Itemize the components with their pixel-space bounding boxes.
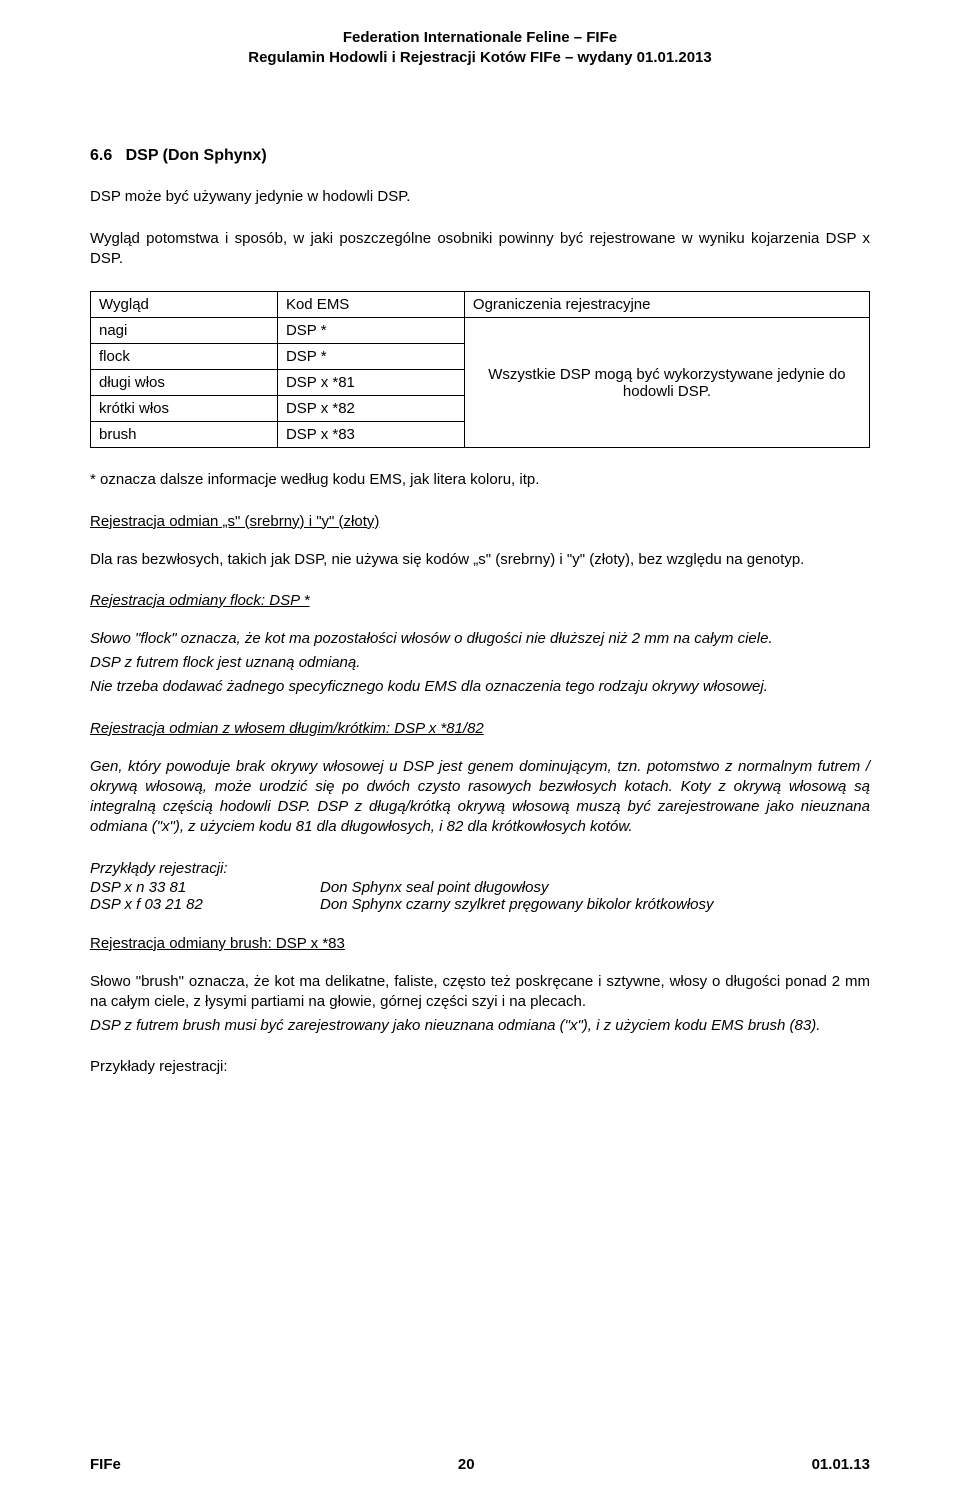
cell-appearance: flock — [91, 344, 278, 370]
page-footer: FIFe 20 01.01.13 — [90, 1456, 870, 1473]
footer-page-number: 20 — [458, 1456, 475, 1473]
section-number: 6.6 — [90, 147, 112, 164]
footer-left: FIFe — [90, 1456, 121, 1473]
reg-flock-p2: DSP z futrem flock jest uznaną odmianą. — [90, 653, 870, 673]
example-code: DSP x f 03 21 82 — [90, 896, 320, 913]
cell-ems: DSP * — [277, 318, 464, 344]
cell-ems: DSP x *83 — [277, 422, 464, 448]
col-header-appearance: Wygląd — [91, 292, 278, 318]
header-line-2: Regulamin Hodowli i Rejestracji Kotów FI… — [90, 48, 870, 68]
star-note: * oznacza dalsze informacje według kodu … — [90, 470, 870, 490]
footer-date: 01.01.13 — [812, 1456, 870, 1473]
reg-sy-body: Dla ras bezwłosych, takich jak DSP, nie … — [90, 550, 870, 570]
section-title: DSP (Don Sphynx) — [126, 147, 267, 164]
reg-flock-title: Rejestracja odmiany flock: DSP * — [90, 592, 870, 609]
reg-brush-title: Rejestracja odmiany brush: DSP x *83 — [90, 935, 870, 952]
cell-appearance: długi włos — [91, 370, 278, 396]
cell-ems: DSP x *81 — [277, 370, 464, 396]
reg-brush-p2: DSP z futrem brush musi być zarejestrowa… — [90, 1016, 870, 1036]
cell-restriction: Wszystkie DSP mogą być wykorzystywane je… — [464, 318, 869, 448]
cell-appearance: nagi — [91, 318, 278, 344]
cell-ems: DSP x *82 — [277, 396, 464, 422]
col-header-restrictions: Ograniczenia rejestracyjne — [464, 292, 869, 318]
reg-brush-p1: Słowo "brush" oznacza, że kot ma delikat… — [90, 972, 870, 1013]
example-row: DSP x f 03 21 82 Don Sphynx czarny szylk… — [90, 896, 870, 913]
reg-flock-p3: Nie trzeba dodawać żadnego specyficznego… — [90, 677, 870, 697]
examples-title: Przykłądy rejestracji: — [90, 860, 870, 877]
col-header-ems: Kod EMS — [277, 292, 464, 318]
example-row: DSP x n 33 81 Don Sphynx seal point dług… — [90, 879, 870, 896]
example-code: DSP x n 33 81 — [90, 879, 320, 896]
reg-flock-p1: Słowo "flock" oznacza, że kot ma pozosta… — [90, 629, 870, 649]
table-row: nagi DSP * Wszystkie DSP mogą być wykorz… — [91, 318, 870, 344]
section-heading: 6.6 DSP (Don Sphynx) — [90, 147, 870, 165]
intro-p1: DSP może być używany jedynie w hodowli D… — [90, 187, 870, 207]
cell-appearance: brush — [91, 422, 278, 448]
example-desc: Don Sphynx czarny szylkret pręgowany bik… — [320, 896, 714, 913]
document-header: Federation Internationale Feline – FIFe … — [90, 28, 870, 69]
cell-appearance: krótki włos — [91, 396, 278, 422]
reg-longshort-title: Rejestracja odmian z włosem długim/krótk… — [90, 720, 870, 737]
reg-brush-examples-title: Przykłady rejestracji: — [90, 1058, 870, 1075]
header-line-1: Federation Internationale Feline – FIFe — [90, 28, 870, 48]
table-header-row: Wygląd Kod EMS Ograniczenia rejestracyjn… — [91, 292, 870, 318]
reg-sy-title: Rejestracja odmian „s" (srebrny) i "y" (… — [90, 513, 870, 530]
example-desc: Don Sphynx seal point długowłosy — [320, 879, 548, 896]
intro-p2: Wygląd potomstwa i sposób, w jaki poszcz… — [90, 229, 870, 270]
cell-ems: DSP * — [277, 344, 464, 370]
ems-table: Wygląd Kod EMS Ograniczenia rejestracyjn… — [90, 291, 870, 448]
reg-longshort-body: Gen, który powoduje brak okrywy włosowej… — [90, 757, 870, 838]
